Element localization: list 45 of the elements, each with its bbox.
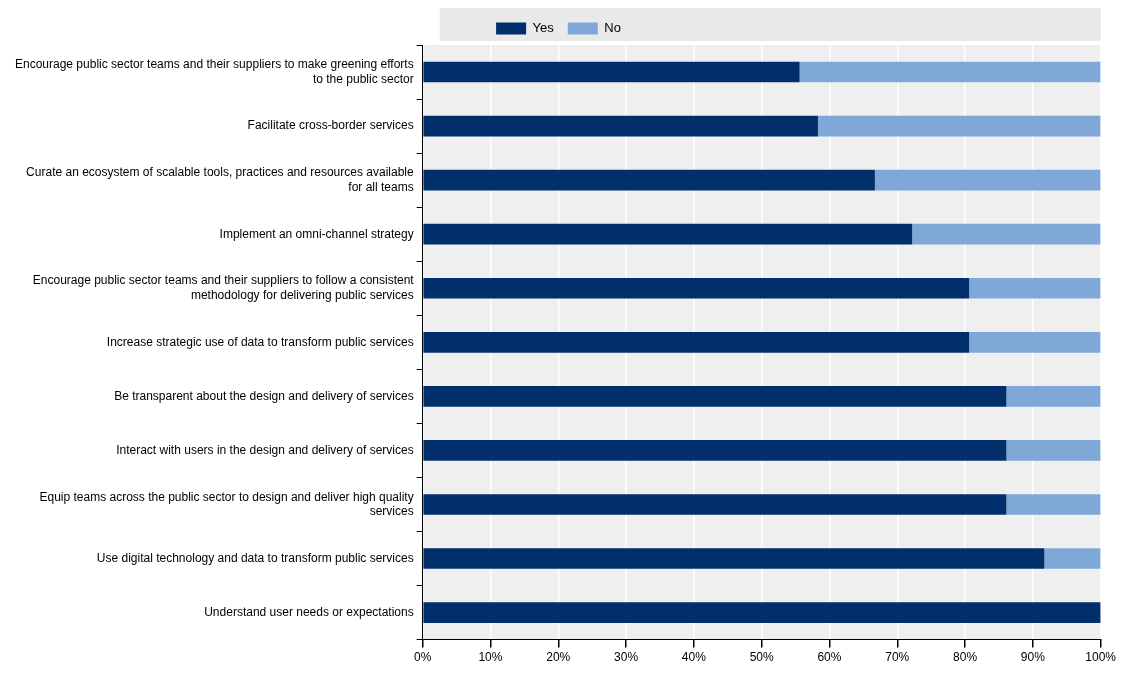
bar — [423, 277, 970, 299]
bar — [423, 331, 970, 353]
bar — [969, 277, 1101, 299]
bar — [423, 223, 913, 245]
y-tick-label: Equip teams across the public sector to design and deliver high quality services — [39, 489, 414, 518]
x-tick-label: 10% — [478, 650, 503, 665]
x-tick-label: 40% — [681, 650, 707, 665]
bar — [423, 61, 800, 83]
y-tick-label: Understand user needs or expectations — [204, 604, 414, 619]
bar — [423, 169, 875, 191]
x-tick-label: 80% — [953, 650, 978, 665]
bar — [423, 440, 1007, 461]
y-tick-label: Curate an ecosystem of scalable tools, practices and resources available for all teams — [26, 165, 414, 194]
y-tick-label: Encourage public sector teams and their suppliers to follow a consistent methodology for delivering public services — [32, 273, 415, 302]
y-tick-label: Be transparent about the design and delivery of services — [114, 388, 414, 403]
y-tick-label: Use digital technology and data to transform public services — [96, 550, 414, 565]
bar — [423, 602, 1101, 623]
bar — [912, 223, 1101, 245]
bar — [423, 548, 1045, 569]
bar — [1006, 494, 1101, 515]
x-tick-label: 30% — [614, 650, 639, 665]
x-tick-label: 60% — [817, 650, 842, 665]
bar — [423, 115, 818, 137]
x-tick-label: 0% — [413, 650, 432, 665]
x-tick-label: 20% — [546, 650, 571, 665]
legend-label: Yes — [532, 20, 555, 36]
x-tick-label: 70% — [885, 650, 910, 665]
y-tick-label: Interact with users in the design and delivery of services — [116, 442, 414, 457]
y-tick-label: Implement an omni-channel strategy — [219, 226, 414, 241]
bar — [799, 61, 1101, 83]
bar — [1006, 440, 1101, 461]
bar — [969, 331, 1101, 353]
y-tick-label: Encourage public sector teams and their suppliers to make greening efforts to the public sector — [14, 57, 414, 86]
legend-label: No — [604, 20, 621, 36]
bar — [423, 386, 1007, 407]
bar — [1006, 386, 1101, 407]
x-tick-label: 90% — [1020, 650, 1046, 665]
bar — [1044, 548, 1101, 569]
y-tick-label: Increase strategic use of data to transform public services — [106, 334, 414, 349]
x-tick-label: 100% — [1085, 650, 1117, 665]
bar — [423, 494, 1007, 515]
bar — [874, 169, 1101, 191]
x-tick-label: 50% — [749, 650, 774, 665]
y-tick-label: Facilitate cross-border services — [247, 118, 414, 133]
bar — [817, 115, 1101, 137]
